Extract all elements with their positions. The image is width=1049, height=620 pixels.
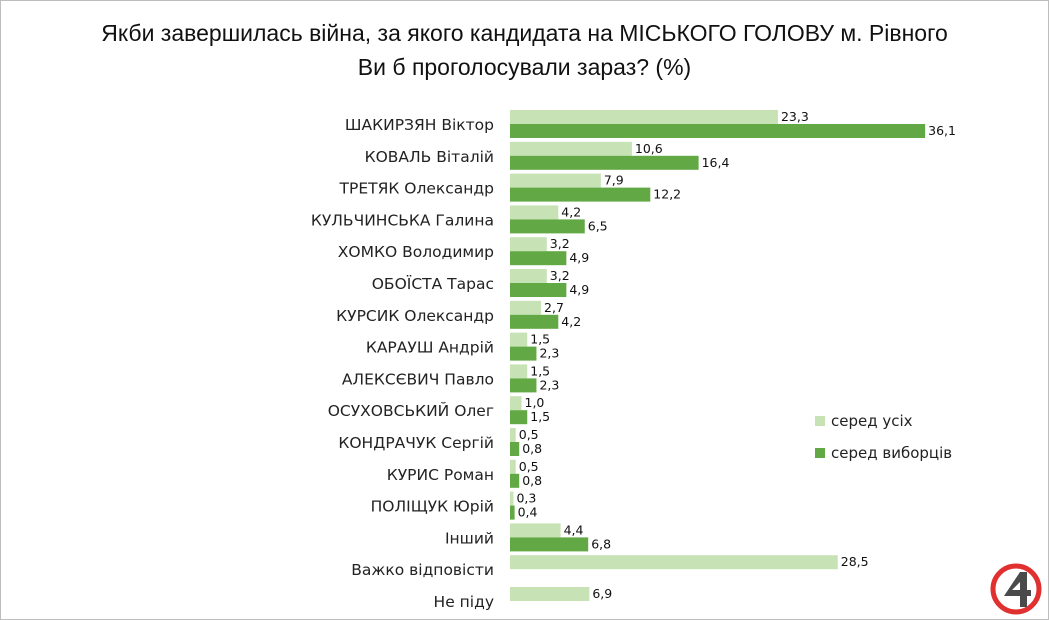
data-label: 3,2 bbox=[550, 236, 570, 251]
title-line-2: Ви б проголосували зараз? (%) bbox=[357, 54, 692, 80]
category-label: ОСУХОВСЬКИЙ Олег bbox=[328, 401, 494, 420]
data-label: 1,0 bbox=[525, 395, 545, 410]
bar bbox=[510, 587, 590, 601]
bar bbox=[510, 537, 589, 552]
bar bbox=[510, 283, 567, 297]
category-label: Інший bbox=[445, 529, 494, 547]
bar bbox=[510, 428, 516, 442]
bar bbox=[510, 314, 559, 329]
bar bbox=[510, 187, 651, 202]
bar bbox=[510, 442, 520, 456]
data-label: 0,3 bbox=[516, 491, 536, 506]
category-label: КОВАЛЬ Віталій bbox=[365, 148, 494, 166]
data-label: 1,5 bbox=[530, 332, 550, 347]
data-label: 4,9 bbox=[569, 282, 589, 297]
bar bbox=[510, 269, 547, 283]
bar bbox=[510, 219, 585, 234]
bar bbox=[510, 173, 601, 188]
bar bbox=[510, 396, 522, 411]
bar bbox=[510, 205, 559, 220]
data-label: 0,8 bbox=[522, 441, 542, 456]
category-label: Важко відповісти bbox=[351, 561, 494, 579]
bar bbox=[510, 300, 542, 315]
bar bbox=[510, 155, 699, 170]
data-label: 6,8 bbox=[591, 536, 611, 551]
data-label: 1,5 bbox=[530, 409, 550, 424]
title-line-1: Якби завершилась війна, за якого кандида… bbox=[101, 20, 948, 46]
data-label: 3,2 bbox=[550, 268, 570, 283]
legend-swatch bbox=[815, 416, 825, 426]
legend-swatch bbox=[815, 448, 825, 458]
data-label: 0,5 bbox=[519, 427, 539, 442]
data-label: 2,7 bbox=[544, 300, 564, 315]
data-label: 0,4 bbox=[518, 505, 538, 520]
data-label: 6,5 bbox=[588, 218, 608, 233]
bar bbox=[510, 459, 516, 474]
bar bbox=[510, 555, 838, 570]
category-label: Не піду bbox=[434, 593, 494, 611]
data-label: 2,3 bbox=[539, 377, 559, 392]
bar bbox=[510, 124, 926, 138]
data-label: 4,2 bbox=[561, 204, 581, 219]
bar bbox=[510, 110, 778, 124]
bar bbox=[510, 237, 547, 252]
bar bbox=[510, 332, 528, 347]
category-label: АЛЕКСЄВИЧ Павло bbox=[342, 370, 494, 388]
bar bbox=[510, 378, 537, 393]
data-label: 0,8 bbox=[522, 473, 542, 488]
data-label: 1,5 bbox=[530, 363, 550, 378]
bar bbox=[510, 410, 528, 425]
data-label: 12,2 bbox=[653, 187, 681, 202]
category-label: ОБОЇСТА Тарас bbox=[372, 274, 494, 293]
bar bbox=[510, 346, 537, 361]
category-label: КАРАУШ Андрій bbox=[366, 339, 494, 357]
data-label: 23,3 bbox=[781, 109, 809, 124]
category-label: ХОМКО Володимир bbox=[338, 243, 494, 261]
bar bbox=[510, 473, 520, 488]
legend-label: серед виборців bbox=[831, 444, 952, 462]
data-label: 6,9 bbox=[592, 586, 612, 601]
category-label: КУРСИК Олександр bbox=[336, 307, 494, 325]
bar bbox=[510, 523, 561, 538]
chart-title: Якби завершилась війна, за якого кандида… bbox=[0, 16, 1049, 84]
data-label: 0,5 bbox=[519, 459, 539, 474]
data-label: 28,5 bbox=[841, 554, 869, 569]
data-label: 7,9 bbox=[604, 173, 624, 188]
legend-label: серед усіх bbox=[831, 412, 913, 430]
category-label: КУРИС Роман bbox=[387, 466, 494, 484]
category-label: КОНДРАЧУК Сергій bbox=[338, 434, 494, 452]
bar bbox=[510, 491, 514, 506]
data-label: 4,2 bbox=[561, 314, 581, 329]
category-label: ПОЛІЩУК Юрій bbox=[371, 498, 494, 516]
bar bbox=[510, 141, 632, 156]
data-label: 4,9 bbox=[569, 250, 589, 265]
bar bbox=[510, 251, 567, 266]
category-label: КУЛЬЧИНСЬКА Галина bbox=[311, 211, 494, 229]
data-label: 4,4 bbox=[564, 522, 584, 537]
category-label: ТРЕТЯК Олександр bbox=[339, 180, 495, 198]
data-label: 2,3 bbox=[539, 346, 559, 361]
bar bbox=[510, 505, 515, 520]
data-label: 16,4 bbox=[702, 155, 730, 170]
data-label: 10,6 bbox=[635, 141, 663, 156]
channel-4-logo-icon bbox=[990, 563, 1042, 615]
category-label: ШАКИРЗЯН Віктор bbox=[345, 116, 494, 134]
data-label: 36,1 bbox=[928, 123, 956, 138]
bar bbox=[510, 364, 528, 379]
